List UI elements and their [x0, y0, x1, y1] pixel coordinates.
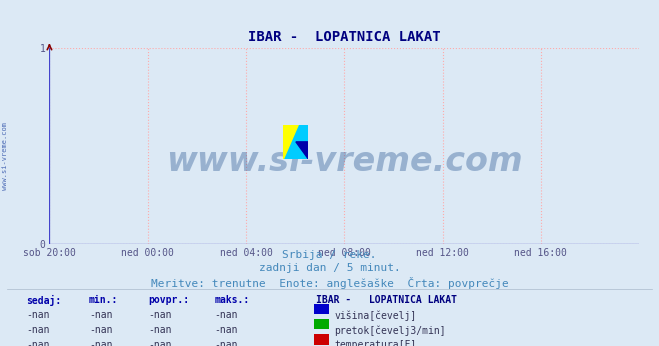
- Text: maks.:: maks.:: [214, 295, 249, 305]
- Polygon shape: [283, 125, 299, 159]
- Text: -nan: -nan: [26, 310, 50, 320]
- Text: sedaj:: sedaj:: [26, 295, 61, 306]
- Text: zadnji dan / 5 minut.: zadnji dan / 5 minut.: [258, 263, 401, 273]
- Text: min.:: min.:: [89, 295, 119, 305]
- Text: temperatura[F]: temperatura[F]: [334, 340, 416, 346]
- Text: pretok[čevelj3/min]: pretok[čevelj3/min]: [334, 325, 445, 336]
- Text: -nan: -nan: [148, 340, 172, 346]
- Text: višina[čevelj]: višina[čevelj]: [334, 310, 416, 320]
- Polygon shape: [283, 125, 308, 159]
- Text: www.si-vreme.com: www.si-vreme.com: [2, 122, 9, 190]
- Polygon shape: [296, 142, 308, 159]
- Text: Meritve: trenutne  Enote: anglešaške  Črta: povprečje: Meritve: trenutne Enote: anglešaške Črta…: [151, 277, 508, 289]
- Text: -nan: -nan: [148, 325, 172, 335]
- Text: -nan: -nan: [26, 325, 50, 335]
- Text: -nan: -nan: [148, 310, 172, 320]
- Text: -nan: -nan: [89, 310, 113, 320]
- Text: Srbija / reke.: Srbija / reke.: [282, 250, 377, 260]
- Text: povpr.:: povpr.:: [148, 295, 189, 305]
- Title: IBAR -  LOPATNICA LAKAT: IBAR - LOPATNICA LAKAT: [248, 30, 441, 45]
- Text: -nan: -nan: [214, 340, 238, 346]
- Text: -nan: -nan: [89, 325, 113, 335]
- Text: -nan: -nan: [214, 310, 238, 320]
- Text: www.si-vreme.com: www.si-vreme.com: [166, 145, 523, 178]
- Text: -nan: -nan: [89, 340, 113, 346]
- Text: -nan: -nan: [214, 325, 238, 335]
- Text: -nan: -nan: [26, 340, 50, 346]
- Text: IBAR -   LOPATNICA LAKAT: IBAR - LOPATNICA LAKAT: [316, 295, 457, 305]
